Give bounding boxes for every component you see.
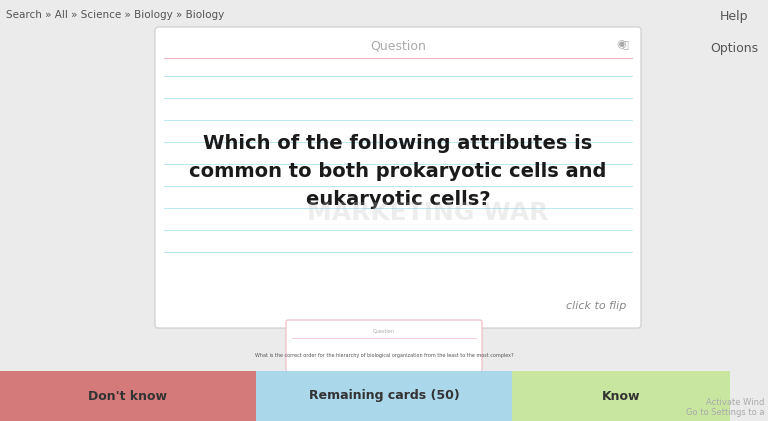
Text: Help: Help bbox=[720, 10, 749, 23]
Text: MARKETING WAR: MARKETING WAR bbox=[307, 201, 548, 225]
Text: Question: Question bbox=[373, 328, 395, 333]
Text: Activate Wind
Go to Settings to a: Activate Wind Go to Settings to a bbox=[686, 397, 764, 417]
Text: Remaining cards (50): Remaining cards (50) bbox=[309, 389, 459, 402]
Bar bbox=[512, 371, 730, 421]
Text: Options: Options bbox=[710, 42, 758, 55]
Text: 🔊: 🔊 bbox=[622, 39, 628, 49]
Text: Know: Know bbox=[602, 389, 641, 402]
Text: Don't know: Don't know bbox=[88, 389, 167, 402]
Text: What is the correct order for the hierarchy of biological organization from the : What is the correct order for the hierar… bbox=[255, 353, 513, 358]
FancyBboxPatch shape bbox=[286, 320, 482, 376]
Text: Question: Question bbox=[370, 40, 426, 53]
Text: Search » All » Science » Biology » Biology: Search » All » Science » Biology » Biolo… bbox=[6, 10, 224, 20]
Text: Which of the following attributes is
common to both prokaryotic cells and
eukary: Which of the following attributes is com… bbox=[190, 134, 607, 209]
Text: click to flip: click to flip bbox=[565, 301, 626, 311]
FancyBboxPatch shape bbox=[155, 27, 641, 328]
Text: ◉: ◉ bbox=[616, 39, 626, 49]
Bar bbox=[0, 371, 256, 421]
Bar bbox=[256, 371, 512, 421]
